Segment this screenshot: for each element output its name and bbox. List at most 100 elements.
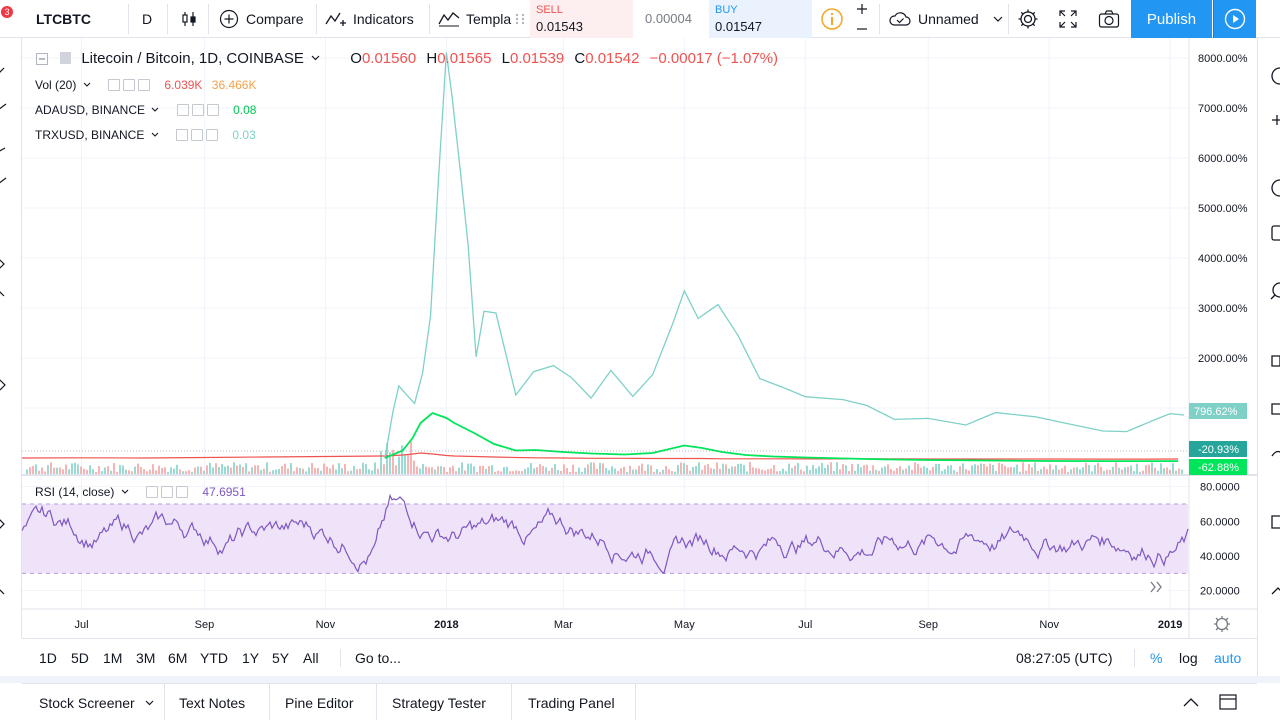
rsi-value: 47.6951: [202, 485, 246, 499]
close-icon[interactable]: [138, 79, 151, 91]
range-6m[interactable]: 6M: [168, 639, 187, 677]
range-3m[interactable]: 3M: [136, 639, 155, 677]
tab-pine-editor[interactable]: Pine Editor: [285, 684, 353, 720]
chevron-up-icon[interactable]: [1182, 695, 1200, 709]
log-scale-toggle[interactable]: log: [1179, 639, 1198, 677]
buy-button[interactable]: BUY 0.01547: [709, 0, 812, 38]
volume-bar: [89, 465, 91, 474]
templates-button[interactable]: Templa: [438, 0, 511, 38]
goto-button[interactable]: Go to...: [355, 639, 401, 677]
camera-icon[interactable]: [1098, 9, 1120, 29]
volume-bar: [1043, 466, 1045, 474]
interval-button[interactable]: D: [142, 0, 152, 38]
volume-bar: [422, 463, 424, 474]
fullscreen-icon[interactable]: [1058, 9, 1078, 29]
range-1m[interactable]: 1M: [103, 639, 122, 677]
symbol-search[interactable]: LTCBTC: [36, 0, 91, 38]
collapse-icon[interactable]: [36, 53, 48, 65]
notification-badge[interactable]: 3: [1, 6, 13, 18]
auto-scale-toggle[interactable]: auto: [1214, 639, 1241, 677]
volume-bar: [908, 465, 910, 474]
volume-bar: [392, 449, 394, 474]
main-series-title[interactable]: Litecoin / Bitcoin, 1D, COINBASE: [81, 50, 304, 67]
layout-button[interactable]: Unnamed: [888, 0, 1003, 38]
toolbar-divider: [167, 4, 168, 34]
volume-bar: [317, 468, 319, 474]
trx-last-value: -20.93%: [1198, 444, 1239, 456]
volume-bar: [800, 469, 802, 474]
range-ytd[interactable]: YTD: [200, 639, 228, 677]
drag-handle-icon[interactable]: [514, 12, 526, 26]
volume-bar: [620, 468, 622, 474]
compare-button[interactable]: Compare: [219, 0, 304, 38]
tab-strategy-tester[interactable]: Strategy Tester: [392, 684, 486, 720]
maximize-panel-icon[interactable]: [1218, 693, 1238, 711]
ltc-last-value: 796.62%: [1194, 406, 1238, 418]
range-1d[interactable]: 1D: [39, 639, 57, 677]
volume-bar: [536, 467, 538, 474]
eye-icon[interactable]: [176, 104, 189, 116]
y-tick-label: 5000.00%: [1198, 203, 1248, 215]
eye-icon[interactable]: [176, 129, 189, 141]
chart-canvas[interactable]: 8000.00% 7000.00% 6000.00% 5000.00% 4000.00%…: [22, 38, 1257, 638]
percent-scale-toggle[interactable]: %: [1150, 639, 1162, 677]
clock-display[interactable]: 08:27:05 (UTC): [1016, 639, 1112, 677]
rsi-title[interactable]: RSI (14, close): [35, 485, 115, 499]
chevron-down-icon[interactable]: [151, 132, 159, 137]
symbol-label: LTCBTC: [36, 11, 91, 27]
volume-title[interactable]: Vol (20): [35, 78, 77, 92]
replay-button[interactable]: [1213, 0, 1256, 38]
publish-button[interactable]: Publish: [1131, 0, 1212, 38]
widget-icons[interactable]: [1258, 38, 1280, 683]
volume-bar: [95, 471, 97, 474]
tab-stock-screener[interactable]: Stock Screener: [39, 684, 154, 720]
volume-bar: [86, 469, 88, 474]
volume-bar: [155, 470, 157, 474]
info-icon[interactable]: [820, 7, 844, 31]
rangebar-divider: [340, 649, 341, 667]
gear-icon[interactable]: [1016, 7, 1040, 31]
volume-bar: [626, 471, 628, 474]
chevron-down-icon[interactable]: [121, 489, 129, 494]
volume-bar: [662, 469, 664, 474]
minus-icon[interactable]: [855, 22, 869, 36]
chart-area[interactable]: 8000.00% 7000.00% 6000.00% 5000.00% 4000.00%…: [22, 38, 1257, 638]
volume-bar: [311, 462, 313, 474]
close-icon[interactable]: [206, 104, 219, 116]
scale-settings-icon[interactable]: [1214, 616, 1230, 632]
range-5y[interactable]: 5Y: [272, 639, 289, 677]
gear-icon[interactable]: [123, 79, 136, 91]
volume-bar: [1163, 468, 1165, 474]
chevron-down-icon[interactable]: [83, 82, 91, 87]
close-icon[interactable]: [206, 129, 219, 141]
indicators-button[interactable]: Indicators: [325, 0, 414, 38]
trx-title[interactable]: TRXUSD, BINANCE: [35, 128, 145, 142]
volume-bar: [992, 464, 994, 474]
volume-bar: [674, 471, 676, 474]
chevron-down-icon[interactable]: [151, 107, 159, 112]
ada-title[interactable]: ADAUSD, BINANCE: [35, 103, 146, 117]
tab-trading-panel[interactable]: Trading Panel: [528, 684, 615, 720]
tab-text-notes[interactable]: Text Notes: [179, 684, 245, 720]
close-icon[interactable]: [176, 486, 189, 498]
gear-icon[interactable]: [161, 486, 174, 498]
gear-icon[interactable]: [191, 104, 204, 116]
range-5d-label: 5D: [71, 650, 89, 666]
drawing-tools-icons[interactable]: [0, 38, 22, 638]
close-label: C: [574, 50, 586, 67]
eye-icon[interactable]: [146, 486, 159, 498]
range-all[interactable]: All: [303, 639, 319, 677]
volume-bar: [764, 470, 766, 474]
gear-icon[interactable]: [191, 129, 204, 141]
scroll-to-realtime-button[interactable]: [1144, 576, 1168, 598]
chart-style-button[interactable]: [180, 0, 198, 38]
volume-bar: [188, 470, 190, 474]
chevron-down-icon[interactable]: [311, 55, 320, 61]
range-1y[interactable]: 1Y: [242, 639, 259, 677]
eye-icon[interactable]: [108, 79, 121, 91]
sell-button[interactable]: SELL 0.01543: [530, 0, 633, 38]
range-5d[interactable]: 5D: [71, 639, 89, 677]
volume-bar: [308, 467, 310, 474]
volume-bar: [1070, 469, 1072, 474]
plus-icon[interactable]: [855, 2, 869, 16]
